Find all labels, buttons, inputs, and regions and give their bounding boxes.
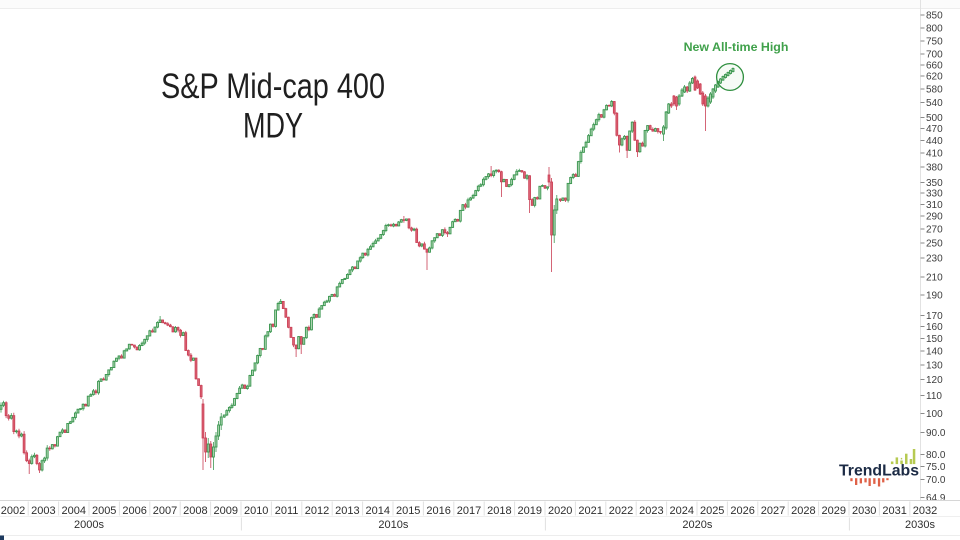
svg-text:2011: 2011: [275, 505, 299, 517]
svg-text:TrendLabs: TrendLabs: [839, 462, 919, 479]
svg-text:270: 270: [926, 225, 943, 236]
svg-text:New All-time High: New All-time High: [684, 40, 789, 54]
svg-text:2024: 2024: [670, 505, 694, 517]
svg-text:2005: 2005: [92, 505, 116, 517]
svg-text:700: 700: [926, 50, 943, 61]
svg-text:2007: 2007: [153, 505, 177, 517]
svg-text:70.0: 70.0: [926, 475, 946, 486]
svg-text:110: 110: [926, 391, 942, 402]
svg-text:80.0: 80.0: [926, 450, 946, 461]
svg-text:310: 310: [926, 200, 943, 211]
svg-text:2008: 2008: [183, 505, 207, 517]
svg-text:130: 130: [926, 361, 943, 372]
svg-text:100: 100: [926, 409, 943, 420]
svg-text:2030s: 2030s: [905, 519, 935, 531]
svg-text:290: 290: [926, 212, 943, 223]
svg-text:2020s: 2020s: [682, 519, 712, 531]
svg-text:190: 190: [926, 291, 943, 302]
svg-text:2010s: 2010s: [378, 519, 408, 531]
svg-text:2000s: 2000s: [74, 519, 104, 531]
svg-text:210: 210: [926, 273, 943, 284]
svg-text:150: 150: [926, 334, 943, 345]
svg-text:250: 250: [926, 239, 943, 250]
svg-text:850: 850: [926, 11, 943, 22]
svg-text:2028: 2028: [791, 505, 815, 517]
svg-text:330: 330: [926, 189, 943, 200]
svg-text:2017: 2017: [457, 505, 481, 517]
svg-text:2029: 2029: [822, 505, 846, 517]
svg-text:2002: 2002: [1, 505, 25, 517]
svg-text:2025: 2025: [700, 505, 724, 517]
svg-text:2021: 2021: [578, 505, 602, 517]
svg-text:2023: 2023: [639, 505, 663, 517]
svg-text:380: 380: [926, 163, 943, 174]
svg-text:2030: 2030: [852, 505, 876, 517]
svg-text:2013: 2013: [335, 505, 359, 517]
svg-text:2019: 2019: [518, 505, 542, 517]
svg-text:2009: 2009: [214, 505, 238, 517]
svg-text:2014: 2014: [366, 505, 390, 517]
svg-text:750: 750: [926, 37, 943, 48]
svg-text:2026: 2026: [730, 505, 754, 517]
svg-text:S&P Mid-cap 400: S&P Mid-cap 400: [161, 67, 385, 106]
svg-text:660: 660: [926, 61, 943, 72]
svg-text:500: 500: [926, 113, 943, 124]
svg-text:75.0: 75.0: [926, 462, 946, 473]
svg-text:470: 470: [926, 124, 943, 135]
svg-text:2006: 2006: [122, 505, 146, 517]
svg-text:350: 350: [926, 178, 943, 189]
svg-text:120: 120: [926, 375, 943, 386]
svg-text:2022: 2022: [609, 505, 633, 517]
svg-text:800: 800: [926, 24, 943, 35]
svg-text:2020: 2020: [548, 505, 572, 517]
svg-text:MDY: MDY: [243, 106, 303, 145]
svg-text:620: 620: [926, 72, 943, 83]
svg-text:170: 170: [926, 311, 943, 322]
svg-text:2003: 2003: [31, 505, 55, 517]
svg-text:2018: 2018: [487, 505, 511, 517]
svg-text:2012: 2012: [305, 505, 329, 517]
svg-text:90.0: 90.0: [926, 428, 946, 439]
svg-text:2016: 2016: [426, 505, 450, 517]
svg-text:540: 540: [926, 98, 943, 109]
svg-text:2015: 2015: [396, 505, 420, 517]
svg-text:2031: 2031: [882, 505, 906, 517]
svg-text:2027: 2027: [761, 505, 785, 517]
svg-text:2032: 2032: [913, 505, 937, 517]
svg-text:580: 580: [926, 85, 943, 96]
svg-text:2010: 2010: [244, 505, 268, 517]
svg-text:2004: 2004: [62, 505, 86, 517]
svg-text:64.9: 64.9: [926, 493, 946, 504]
svg-text:160: 160: [926, 322, 943, 333]
svg-text:230: 230: [926, 254, 943, 265]
svg-text:140: 140: [926, 347, 943, 358]
svg-text:410: 410: [926, 149, 943, 160]
svg-text:440: 440: [926, 136, 943, 147]
